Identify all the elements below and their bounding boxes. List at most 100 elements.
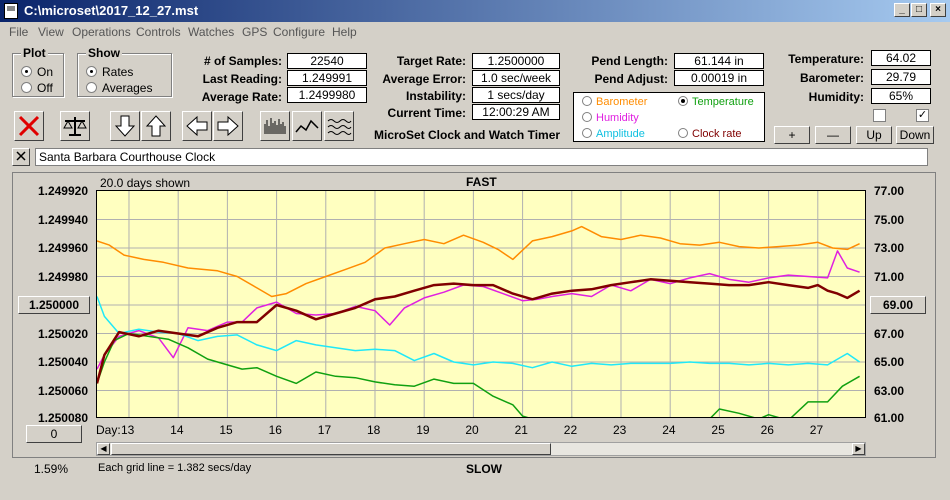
current-time-value: 12:00:29 AM [472,104,560,120]
balance-button[interactable] [60,111,90,141]
right-checkbox[interactable]: ✓ [916,109,929,122]
y-right-tick: 75.00 [874,213,905,227]
down-button[interactable]: Down [896,126,934,144]
arrow-left-button[interactable] [182,111,212,141]
close-window-button[interactable]: × [930,3,946,17]
close-icon [16,151,26,161]
title-bar: C:\microset\2017_12_27.mst _ □ × [0,0,950,22]
right-marker-button[interactable]: 69.00 [870,296,926,314]
x-tick-label: 14 [170,423,184,437]
pend-length-label: Pend Length: [591,54,668,68]
window-title: C:\microset\2017_12_27.mst [24,3,199,18]
x-tick-label: 18 [366,423,381,437]
pend-adjust-value: 0.00019 in [674,70,764,86]
radio-dot-icon [582,128,592,138]
radio-dot-icon [678,128,688,138]
up-button[interactable]: Up [856,126,892,144]
x-tick-label: 13 [120,423,135,437]
menu-watches[interactable]: Watches [188,25,235,39]
radio-dot-icon [86,82,97,93]
red-x-icon [18,115,40,137]
y-left-tick: 1.249960 [37,241,88,255]
x-tick-label: 24 [662,423,676,437]
instability-value: 1 secs/day [472,87,560,103]
arrow-right-button[interactable] [213,111,243,141]
menu-file[interactable]: File [9,25,29,39]
x-tick-label: 17 [317,423,332,437]
grid-info: Each grid line = 1.382 secs/day [98,462,252,474]
plot-off-radio[interactable]: Off [21,81,53,95]
left-checkbox[interactable] [873,109,886,122]
legend-temperature[interactable]: Temperature [678,96,754,108]
menu-operations[interactable]: Operations [72,25,131,39]
x-tick-label: 23 [612,423,627,437]
y-left-tick: 1.250080 [37,411,88,425]
show-averages-radio[interactable]: Averages [86,81,152,95]
target-rate-value: 1.2500000 [472,53,560,69]
legend-barometer[interactable]: Barometer [582,96,647,108]
legend-amplitude[interactable]: Amplitude [582,128,645,140]
arrow-right-icon [217,115,239,137]
radio-dot-icon [86,66,97,77]
clock-name-field[interactable]: Santa Barbara Courthouse Clock [35,148,928,166]
app-caption: MicroSet Clock and Watch Timer [374,128,561,142]
y-left-tick: 1.249920 [37,184,88,198]
temperature-value: 64.02 [871,50,931,66]
clear-name-button[interactable] [12,148,30,166]
x-tick-label: 22 [563,423,578,437]
percent-readout: 1.59% [34,462,69,476]
y-left-tick: 1.249940 [37,213,88,227]
samples-label: # of Samples: [203,54,282,68]
plot-area[interactable] [96,190,866,418]
chart-panel [12,172,936,458]
stop-button[interactable] [14,111,44,141]
pend-adjust-label: Pend Adjust: [594,72,668,86]
fast-label: FAST [466,175,497,189]
chart-scrollbar[interactable]: ◀ ▶ [96,442,866,456]
menu-gps[interactable]: GPS [242,25,268,39]
radio-dot-icon [678,96,688,106]
maximize-button[interactable]: □ [911,3,927,17]
scroll-right-icon[interactable]: ▶ [852,443,865,455]
menu-view[interactable]: View [38,25,64,39]
radio-dot-icon [21,66,32,77]
wave-view-button[interactable] [324,111,354,141]
legend-humidity[interactable]: Humidity [582,112,639,124]
arrow-down-icon [114,115,136,137]
arrow-up-button[interactable] [141,111,171,141]
day-axis-label: Day: [96,423,121,437]
last-reading-label: Last Reading: [202,72,282,86]
x-tick-label: 16 [268,423,282,437]
scroll-thumb[interactable] [111,443,551,455]
show-rates-radio[interactable]: Rates [86,65,133,79]
menu-configure[interactable]: Configure [273,25,326,39]
plus-button[interactable]: + [774,126,810,144]
plot-group-title: Plot [21,46,48,60]
y-left-tick: 1.250020 [37,327,88,341]
x-tick-label: 25 [711,423,725,437]
offset-button[interactable]: 0 [26,425,82,443]
arrow-down-button[interactable] [110,111,140,141]
menu-bar: File View Operations Controls Watches GP… [0,22,950,42]
bars-view-button[interactable] [260,111,290,141]
menu-controls[interactable]: Controls [136,25,181,39]
line-chart-icon [295,119,319,133]
humidity-value: 65% [871,88,931,104]
plot-on-radio[interactable]: On [21,65,53,79]
radio-dot-icon [21,82,32,93]
menu-help[interactable]: Help [332,25,357,39]
minus-button[interactable]: — [815,126,851,144]
legend-clock-rate[interactable]: Clock rate [678,128,742,140]
left-marker-button[interactable]: 1.250000 [18,296,90,314]
scroll-left-icon[interactable]: ◀ [97,443,110,455]
series-temperature [97,332,860,417]
target-rate-label: Target Rate: [396,54,466,68]
radio-dot-icon [582,112,592,122]
wave-icon [327,119,352,135]
minimize-button[interactable]: _ [894,3,910,17]
line-view-button[interactable] [292,111,322,141]
show-group-title: Show [86,46,122,60]
balance-scale-icon [63,117,87,136]
legend-box: Barometer Temperature Humidity Amplitude… [573,92,765,142]
x-tick-label: 20 [465,423,479,437]
